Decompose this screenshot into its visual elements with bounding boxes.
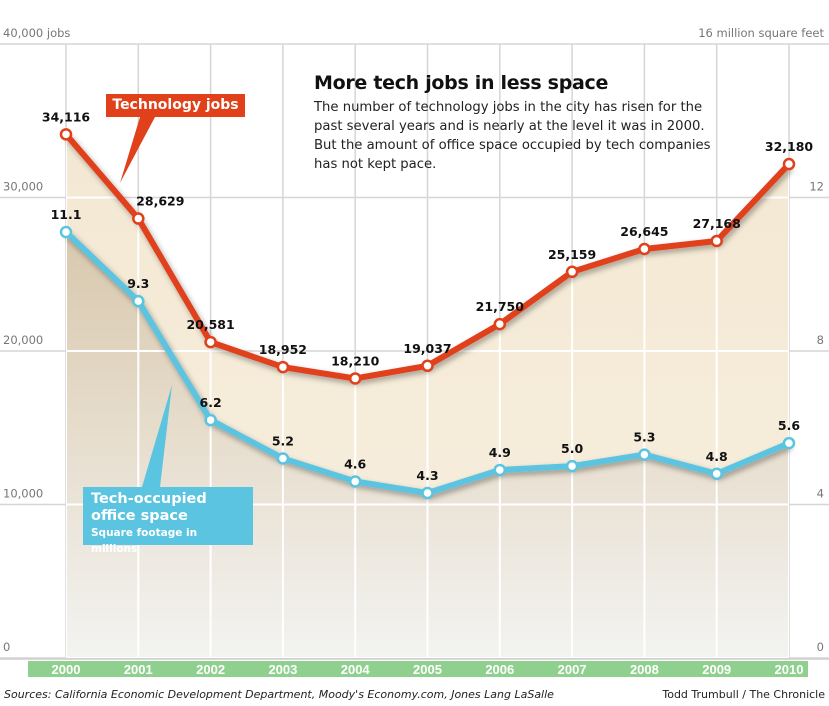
- x-tick-label: 2005: [413, 662, 442, 677]
- right-y-tick-label: 8: [817, 333, 824, 347]
- data-point-space: [59, 225, 73, 239]
- data-point-jobs: [638, 242, 651, 256]
- data-point-space: [276, 452, 290, 465]
- x-tick-label: 2006: [485, 662, 514, 677]
- data-point-space: [782, 436, 796, 450]
- data-label-space: 4.9: [489, 445, 511, 460]
- chart-title: More tech jobs in less space: [314, 72, 609, 94]
- data-label-space: 4.8: [706, 449, 728, 464]
- right-y-tick-label: 4: [817, 487, 824, 501]
- title-block: More tech jobs in less space The number …: [314, 72, 714, 174]
- data-point-jobs: [59, 128, 73, 141]
- right-y-tick-label: 16 million square feet: [698, 26, 824, 40]
- data-label-space: 4.3: [416, 468, 438, 483]
- legend-office-space-note: Square footage in millions: [91, 527, 198, 555]
- left-y-tick-label: 0: [3, 640, 10, 654]
- data-point-space: [348, 475, 362, 488]
- data-point-space: [493, 463, 507, 477]
- x-tick-label: 2010: [775, 662, 804, 677]
- data-label-jobs: 26,645: [620, 224, 668, 239]
- legend-office-space-line1: Tech-occupied: [91, 491, 207, 507]
- x-tick-label: 2004: [341, 662, 371, 677]
- data-point-jobs: [276, 360, 290, 374]
- chart-subtitle: The number of technology jobs in the cit…: [314, 100, 711, 172]
- space-callout-pointer: [142, 385, 172, 487]
- data-label-jobs: 32,180: [765, 139, 814, 154]
- left-y-tick-label: 20,000: [3, 333, 43, 347]
- left-y-tick-label: 40,000 jobs: [3, 26, 70, 40]
- data-label-jobs: 18,210: [331, 353, 380, 368]
- x-axis-band: [28, 661, 808, 677]
- data-label-jobs: 27,168: [693, 216, 741, 231]
- x-tick-label: 2008: [630, 662, 659, 677]
- data-label-space: 4.6: [344, 456, 366, 471]
- legend-technology-jobs: Technology jobs: [106, 94, 245, 117]
- x-tick-label: 2009: [702, 662, 731, 677]
- data-point-space: [710, 467, 723, 481]
- right-y-tick-label: 0: [817, 640, 824, 654]
- data-point-jobs: [493, 317, 507, 331]
- x-tick-label: 2000: [52, 662, 81, 677]
- data-point-jobs: [421, 359, 434, 373]
- data-label-jobs: 19,037: [403, 341, 451, 356]
- data-label-jobs: 25,159: [548, 247, 596, 262]
- left-y-tick-label: 30,000: [3, 180, 43, 194]
- credit: Todd Trumbull / The Chronicle: [662, 688, 825, 701]
- right-y-tick-label: 12: [809, 180, 824, 194]
- x-tick-label: 2007: [558, 662, 587, 677]
- data-label-jobs: 34,116: [42, 109, 91, 124]
- data-point-jobs: [782, 157, 796, 171]
- data-label-space: 6.2: [200, 395, 222, 410]
- data-label-space: 5.6: [778, 418, 800, 433]
- x-tick-label: 2002: [196, 662, 225, 677]
- data-point-jobs: [565, 265, 579, 279]
- data-label-jobs: 20,581: [186, 317, 234, 332]
- data-label-space: 11.1: [51, 207, 82, 222]
- legend-office-space: Tech-occupied office space Square footag…: [83, 487, 253, 555]
- data-point-space: [204, 413, 217, 427]
- x-tick-label: 2003: [268, 662, 297, 677]
- data-point-space: [638, 448, 651, 461]
- data-point-space: [132, 294, 145, 308]
- data-point-jobs: [132, 212, 145, 225]
- left-y-tick-label: 10,000: [3, 487, 43, 501]
- legend-office-space-line2: office space: [91, 508, 188, 524]
- data-point-space: [421, 486, 434, 500]
- data-label-jobs: 28,629: [136, 194, 184, 209]
- data-point-jobs: [204, 335, 217, 349]
- data-point-jobs: [348, 372, 362, 385]
- area-space: [66, 232, 789, 658]
- sources-note: Sources: California Economic Development…: [4, 688, 554, 701]
- data-point-jobs: [710, 234, 723, 248]
- jobs-callout-pointer: [120, 117, 155, 183]
- data-label-space: 5.0: [561, 441, 583, 456]
- x-tick-label: 2001: [124, 662, 153, 677]
- data-label-space: 5.3: [633, 430, 655, 445]
- data-label-space: 5.2: [272, 433, 294, 448]
- data-label-jobs: 21,750: [476, 299, 525, 314]
- data-label-space: 9.3: [127, 276, 149, 291]
- data-point-space: [565, 459, 579, 473]
- data-label-jobs: 18,952: [259, 342, 307, 357]
